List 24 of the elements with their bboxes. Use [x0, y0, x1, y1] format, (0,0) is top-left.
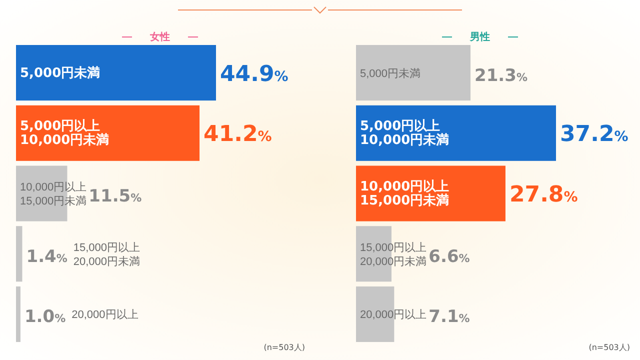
- data-label: 6.6%: [428, 246, 470, 267]
- data-label: 1.4%: [26, 246, 68, 267]
- y-tick-label: 5,000円未満: [20, 66, 100, 81]
- data-label: 41.2%: [204, 122, 272, 148]
- y-tick-label: 5,000円未満: [360, 66, 421, 80]
- data-label: 37.2%: [560, 122, 628, 148]
- chart-title: 女性: [149, 31, 170, 43]
- text: (n=503人): [264, 343, 305, 352]
- y-tick-label: 15,000円以上 20,000円未満: [73, 240, 140, 268]
- data-label: 21.3%: [474, 66, 528, 86]
- data-label: 11.5%: [88, 186, 142, 206]
- data-label: 7.1%: [428, 307, 470, 328]
- text: (n=503人): [588, 343, 630, 352]
- data-label: 27.8%: [509, 182, 578, 208]
- data-label: 44.9%: [220, 62, 288, 87]
- y-tick-label: 10,000円以上 15,000円未満: [360, 180, 450, 208]
- y-tick-label: 5,000円以上 10,000円未満: [360, 119, 450, 148]
- y-tick-label: 10,000円以上 15,000円未満: [20, 180, 87, 208]
- y-tick-label: 20,000円以上: [72, 308, 138, 322]
- y-tick-label: 20,000円以上: [360, 308, 427, 322]
- y-tick-label: 5,000円以上 10,000円未満: [20, 119, 110, 148]
- data-label: 1.0%: [24, 307, 66, 328]
- chart-title: 男性: [469, 31, 490, 43]
- y-tick-label: 15,000円以上 20,000円未満: [360, 240, 427, 268]
